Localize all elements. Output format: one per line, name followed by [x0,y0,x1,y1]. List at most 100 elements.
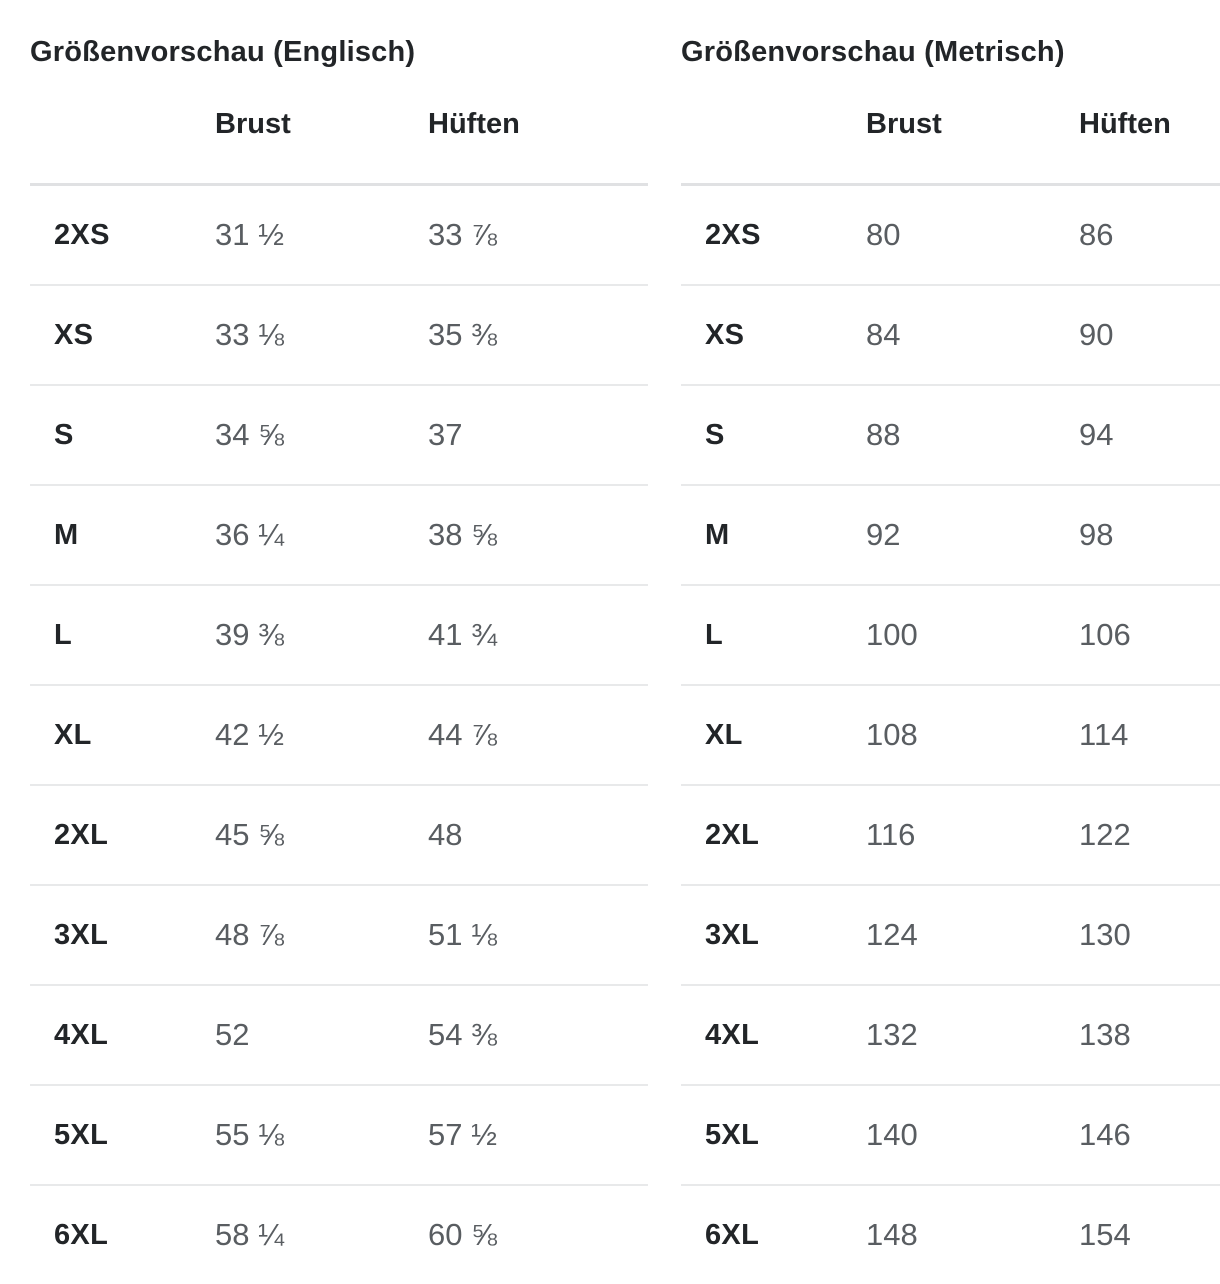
size-label: 2XS [54,218,110,251]
hueften-value: 114 [1079,717,1129,753]
hueften-value: 38 ⅝ [428,517,497,553]
brust-value: 92 [866,517,901,553]
brust-value: 58 ¼ [215,1217,284,1253]
size-label: S [54,418,74,451]
table-row: 2XL 116 122 [681,786,1220,887]
table-row: 3XL 124 130 [681,886,1220,987]
hueften-value: 48 [428,817,463,853]
size-label: 3XL [705,918,760,951]
column-header-hueften: Hüften [428,107,520,140]
table-row: 2XL 45 ⅝ 48 [30,786,648,887]
table-row: 2XS 80 86 [681,186,1220,287]
column-header-brust: Brust [866,107,942,140]
table-row: XL 42 ½ 44 ⅞ [30,686,648,787]
brust-value: 39 ⅜ [215,617,284,653]
size-label: 5XL [705,1118,760,1151]
column-header-brust: Brust [215,107,291,140]
size-label: 4XL [54,1018,109,1051]
table-row: M 36 ¼ 38 ⅝ [30,486,648,587]
brust-value: 80 [866,217,901,253]
brust-value: 116 [866,817,916,853]
table-row: 4XL 132 138 [681,986,1220,1087]
table-header-row: Brust Hüften [30,108,648,140]
brust-value: 88 [866,417,901,453]
brust-value: 124 [866,917,918,953]
header-divider [30,183,648,187]
hueften-value: 122 [1079,817,1131,853]
size-label: L [54,618,73,651]
hueften-value: 106 [1079,617,1131,653]
table-row: L 39 ⅜ 41 ¾ [30,586,648,687]
hueften-value: 57 ½ [428,1117,497,1153]
size-label: 6XL [54,1218,109,1251]
brust-value: 48 ⅞ [215,917,284,953]
size-label: 5XL [54,1118,109,1151]
size-label: M [705,518,730,551]
size-label: XL [705,718,743,751]
size-label: S [705,418,725,451]
brust-value: 52 [215,1017,250,1053]
size-preview-table-metric: Größenvorschau (Metrisch) Brust Hüften 2… [681,0,1220,1284]
header-divider [681,183,1220,187]
table-body: 2XS 80 86 XS 84 90 S 88 94 M 92 98 [681,186,1220,1284]
table-row: 4XL 52 54 ⅜ [30,986,648,1087]
hueften-value: 33 ⅞ [428,217,497,253]
hueften-value: 154 [1079,1217,1131,1253]
brust-value: 42 ½ [215,717,284,753]
brust-value: 31 ½ [215,217,284,253]
hueften-value: 98 [1079,517,1114,553]
brust-value: 100 [866,617,918,653]
table-row: XS 84 90 [681,286,1220,387]
size-label: L [705,618,724,651]
brust-value: 34 ⅝ [215,417,284,453]
size-label: 2XL [54,818,109,851]
hueften-value: 51 ⅛ [428,917,497,953]
brust-value: 45 ⅝ [215,817,284,853]
size-label: 2XS [705,218,761,251]
table-row: L 100 106 [681,586,1220,687]
hueften-value: 44 ⅞ [428,717,497,753]
hueften-value: 146 [1079,1117,1131,1153]
size-label: 6XL [705,1218,760,1251]
table-row: 6XL 148 154 [681,1186,1220,1284]
hueften-value: 37 [428,417,463,453]
table-row: 5XL 140 146 [681,1086,1220,1187]
hueften-value: 94 [1079,417,1114,453]
brust-value: 148 [866,1217,918,1253]
hueften-value: 138 [1079,1017,1131,1053]
hueften-value: 41 ¾ [428,617,497,653]
hueften-value: 54 ⅜ [428,1017,497,1053]
size-label: 2XL [705,818,760,851]
size-label: XL [54,718,92,751]
table-header-row: Brust Hüften [681,108,1220,140]
hueften-value: 130 [1079,917,1131,953]
table-title: Größenvorschau (Englisch) [30,36,416,69]
brust-value: 33 ⅛ [215,317,284,353]
table-row: S 34 ⅝ 37 [30,386,648,487]
brust-value: 36 ¼ [215,517,284,553]
brust-value: 132 [866,1017,918,1053]
table-row: 2XS 31 ½ 33 ⅞ [30,186,648,287]
hueften-value: 35 ⅜ [428,317,497,353]
table-body: 2XS 31 ½ 33 ⅞ XS 33 ⅛ 35 ⅜ S 34 ⅝ 37 M 3… [30,186,648,1284]
hueften-value: 60 ⅝ [428,1217,497,1253]
brust-value: 108 [866,717,918,753]
brust-value: 84 [866,317,901,353]
table-row: XL 108 114 [681,686,1220,787]
brust-value: 55 ⅛ [215,1117,284,1153]
hueften-value: 90 [1079,317,1114,353]
size-label: M [54,518,79,551]
column-header-hueften: Hüften [1079,107,1171,140]
table-row: 6XL 58 ¼ 60 ⅝ [30,1186,648,1284]
table-row: 3XL 48 ⅞ 51 ⅛ [30,886,648,987]
size-label: 3XL [54,918,109,951]
size-label: XS [705,318,745,351]
size-label: XS [54,318,94,351]
table-row: M 92 98 [681,486,1220,587]
table-row: S 88 94 [681,386,1220,487]
brust-value: 140 [866,1117,918,1153]
hueften-value: 86 [1079,217,1114,253]
table-row: XS 33 ⅛ 35 ⅜ [30,286,648,387]
table-row: 5XL 55 ⅛ 57 ½ [30,1086,648,1187]
size-label: 4XL [705,1018,760,1051]
